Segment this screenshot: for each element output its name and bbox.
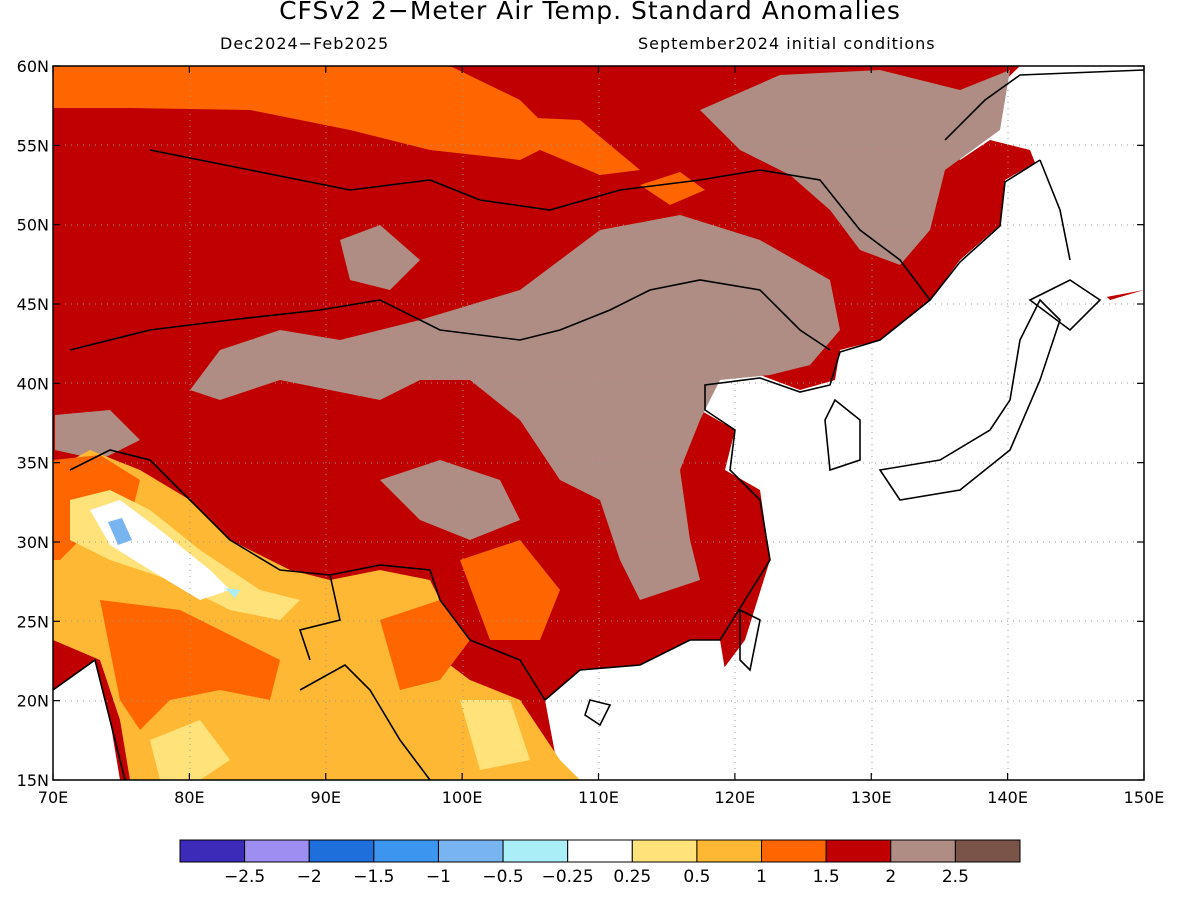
initial-conditions: September2024 initial conditions (638, 34, 936, 53)
y-tick-label-45N: 45N (17, 295, 49, 314)
y-tick-label-15N: 15N (17, 771, 49, 790)
colorbar-swatch (179, 839, 246, 863)
x-tick-label-110E: 110E (578, 788, 619, 807)
y-tick-label-25N: 25N (17, 612, 49, 631)
colorbar-label: −0.25 (542, 867, 594, 887)
colorbar-swatch (244, 839, 310, 863)
arabian-sea (53, 660, 120, 780)
x-tick-label-80E: 80E (174, 788, 204, 807)
colorbar-label: 1.5 (813, 867, 840, 887)
y-tick-label-55N: 55N (17, 136, 49, 155)
colorbar-label: 2.5 (942, 867, 969, 887)
anomaly-neg-0p5 (108, 518, 132, 545)
south-china-sea (545, 640, 730, 780)
x-tick-label-120E: 120E (715, 788, 756, 807)
colorbar: −2.5 −2 −1.5 −1 −0.5 −0.25 0.25 0.5 1 1.5 2 2.5 (179, 839, 1021, 887)
anomaly-2-2p5-north (700, 70, 1010, 265)
x-tick-label-150E: 150E (1124, 788, 1165, 807)
colorbar-label: 2 (885, 867, 896, 887)
colorbar-swatch (890, 839, 956, 863)
colorbar-label: 1 (756, 867, 767, 887)
colorbar-label: 0.5 (683, 867, 710, 887)
x-tick-label-130E: 130E (851, 788, 892, 807)
coastlines (53, 69, 1144, 780)
x-tick-label-70E: 70E (38, 788, 68, 807)
colorbar-swatch (373, 839, 439, 863)
y-tick-label-60N: 60N (17, 57, 49, 76)
y-tick-label-30N: 30N (17, 533, 49, 552)
colorbar-swatch (437, 839, 504, 863)
colorbar-swatch (825, 839, 892, 863)
colorbar-label: −1.5 (353, 867, 394, 887)
y-axis: 60N 55N 50N 45N 40N 35N 30N 25N 20N 15N (17, 57, 1144, 790)
colorbar-label: −2.5 (224, 867, 265, 887)
x-tick-label-140E: 140E (987, 788, 1028, 807)
colorbar-swatch (696, 839, 763, 863)
colorbar-swatch (308, 839, 375, 863)
y-tick-label-50N: 50N (17, 216, 49, 235)
x-tick-label-90E: 90E (311, 788, 341, 807)
colorbar-swatch (761, 839, 827, 863)
colorbar-label: 0.25 (613, 867, 651, 887)
colorbar-label: −0.5 (482, 867, 523, 887)
gridlines (53, 66, 1144, 780)
colorbar-label: −1 (426, 867, 451, 887)
colorbar-swatch (954, 839, 1021, 863)
colorbar-label: −2 (297, 867, 322, 887)
x-axis: 70E 80E 90E 100E 110E 120E 130E 140E 150E (38, 66, 1165, 807)
x-tick-label-100E: 100E (442, 788, 483, 807)
anomaly-1-1p5-nw (53, 66, 560, 160)
y-tick-label-20N: 20N (17, 692, 49, 711)
y-tick-label-35N: 35N (17, 454, 49, 473)
map-title: CFSv2 2−Meter Air Temp. Standard Anomali… (279, 0, 901, 25)
y-tick-label-40N: 40N (17, 374, 49, 393)
forecast-period: Dec2024−Feb2025 (220, 34, 390, 53)
colorbar-swatch (567, 839, 633, 863)
anomaly-0p5-1-south (53, 450, 580, 780)
colorbar-swatch (502, 839, 569, 863)
anomaly-2-2p5-central (190, 215, 840, 600)
colorbar-swatch (631, 839, 698, 863)
